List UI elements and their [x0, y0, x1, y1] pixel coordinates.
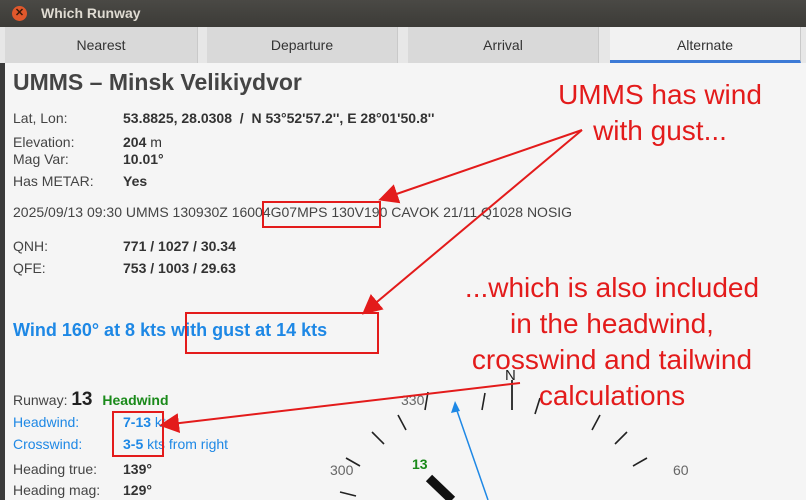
heading-true-value: 139°	[123, 461, 152, 477]
wind-gust: with gust at 14 kts	[171, 320, 328, 340]
runway-status: Headwind	[102, 392, 169, 408]
has-metar-value: Yes	[123, 173, 148, 189]
latlon-label: Lat, Lon:	[13, 110, 68, 126]
metar-prefix: 2025/09/13 09:30 UMMS 130930Z	[13, 204, 232, 220]
runway-row: Runway: 13 Headwind	[13, 389, 169, 411]
elevation-label: Elevation:	[13, 134, 75, 150]
compass-tick	[632, 457, 648, 467]
compass-tick	[614, 431, 628, 445]
metar-wind: 16004G07MPS	[231, 204, 328, 220]
metar-suffix: 130V190 CAVOK 21/11 Q1028 NOSIG	[327, 204, 573, 220]
runway-label: Runway:	[13, 392, 68, 408]
wind-arrowhead-icon	[451, 401, 460, 413]
magvar-value: 10.01°	[123, 151, 164, 167]
title-bar: ✕ Which Runway	[0, 0, 806, 27]
compass-tick	[534, 397, 541, 415]
wind-main: Wind 160° at 8 kts	[13, 320, 167, 340]
tab-arrival[interactable]: Arrival	[408, 27, 599, 63]
arrow-to-metar	[378, 129, 583, 204]
airport-title: UMMS – Minsk Velikiydvor	[13, 69, 302, 95]
crosswind-row: 3-5 kts from right	[123, 436, 228, 452]
arrow-to-headwind	[159, 382, 521, 434]
tab-alternate[interactable]: Alternate	[610, 27, 801, 63]
compass-n-label: N	[505, 367, 516, 384]
tab-nearest[interactable]: Nearest	[5, 27, 198, 63]
compass-tick	[591, 414, 601, 431]
compass-tick	[339, 491, 357, 497]
elevation-unit: m	[150, 134, 162, 150]
crosswind-unit: kts from right	[147, 436, 229, 452]
crosswind-value: 3-5	[123, 436, 144, 452]
magvar-label: Mag Var:	[13, 151, 69, 167]
latlon-value: 53.8825, 28.0308 / N 53°52'57.2'', E 28°…	[123, 110, 435, 126]
elevation-row: 204 m	[123, 134, 162, 150]
annotation-top: UMMS has wind with gust...	[558, 79, 762, 146]
compass-tick	[424, 391, 429, 411]
compass-runway-label: 13	[412, 456, 428, 472]
window-title: Which Runway	[41, 5, 141, 21]
compass-tick	[345, 457, 361, 467]
elevation-value: 204	[123, 134, 147, 150]
close-icon[interactable]: ✕	[12, 6, 27, 21]
wind-arrow-icon	[454, 404, 489, 500]
qnh-value: 771 / 1027 / 30.34	[123, 238, 236, 254]
metar-wind-highlight	[262, 201, 381, 228]
compass-300-label: 300	[330, 462, 354, 478]
has-metar-label: Has METAR:	[13, 173, 94, 189]
arrow-to-gust	[361, 129, 583, 315]
runway-number: 13	[71, 389, 93, 410]
metar-text: 2025/09/13 09:30 UMMS 130930Z 16004G07MP…	[13, 204, 572, 220]
compass-tick	[397, 414, 407, 431]
crosswind-label: Crosswind:	[13, 436, 83, 452]
headwind-crosswind-highlight	[112, 411, 164, 457]
headwind-value: 7-13	[123, 414, 152, 430]
heading-mag-value: 129°	[123, 482, 152, 498]
heading-true-label: Heading true:	[13, 461, 98, 477]
compass-tick	[371, 431, 385, 445]
heading-mag-label: Heading mag:	[13, 482, 101, 498]
tab-departure[interactable]: Departure	[207, 27, 398, 63]
compass-tick	[481, 392, 486, 411]
compass-60-label: 60	[673, 462, 689, 478]
qfe-label: QFE:	[13, 260, 46, 276]
airport-panel: UMMS – Minsk Velikiydvor Lat, Lon: 53.88…	[5, 63, 806, 500]
tab-bar: Nearest Departure Arrival Alternate	[0, 27, 806, 63]
annotation-bottom: ...which is also included in the headwin…	[464, 272, 760, 411]
qfe-value: 753 / 1003 / 29.63	[123, 260, 236, 276]
wind-summary: Wind 160° at 8 kts with gust at 14 kts	[13, 320, 327, 341]
headwind-label: Headwind:	[13, 414, 80, 430]
runway-strip-icon	[425, 474, 456, 500]
gust-highlight	[185, 312, 379, 354]
qnh-label: QNH:	[13, 238, 48, 254]
